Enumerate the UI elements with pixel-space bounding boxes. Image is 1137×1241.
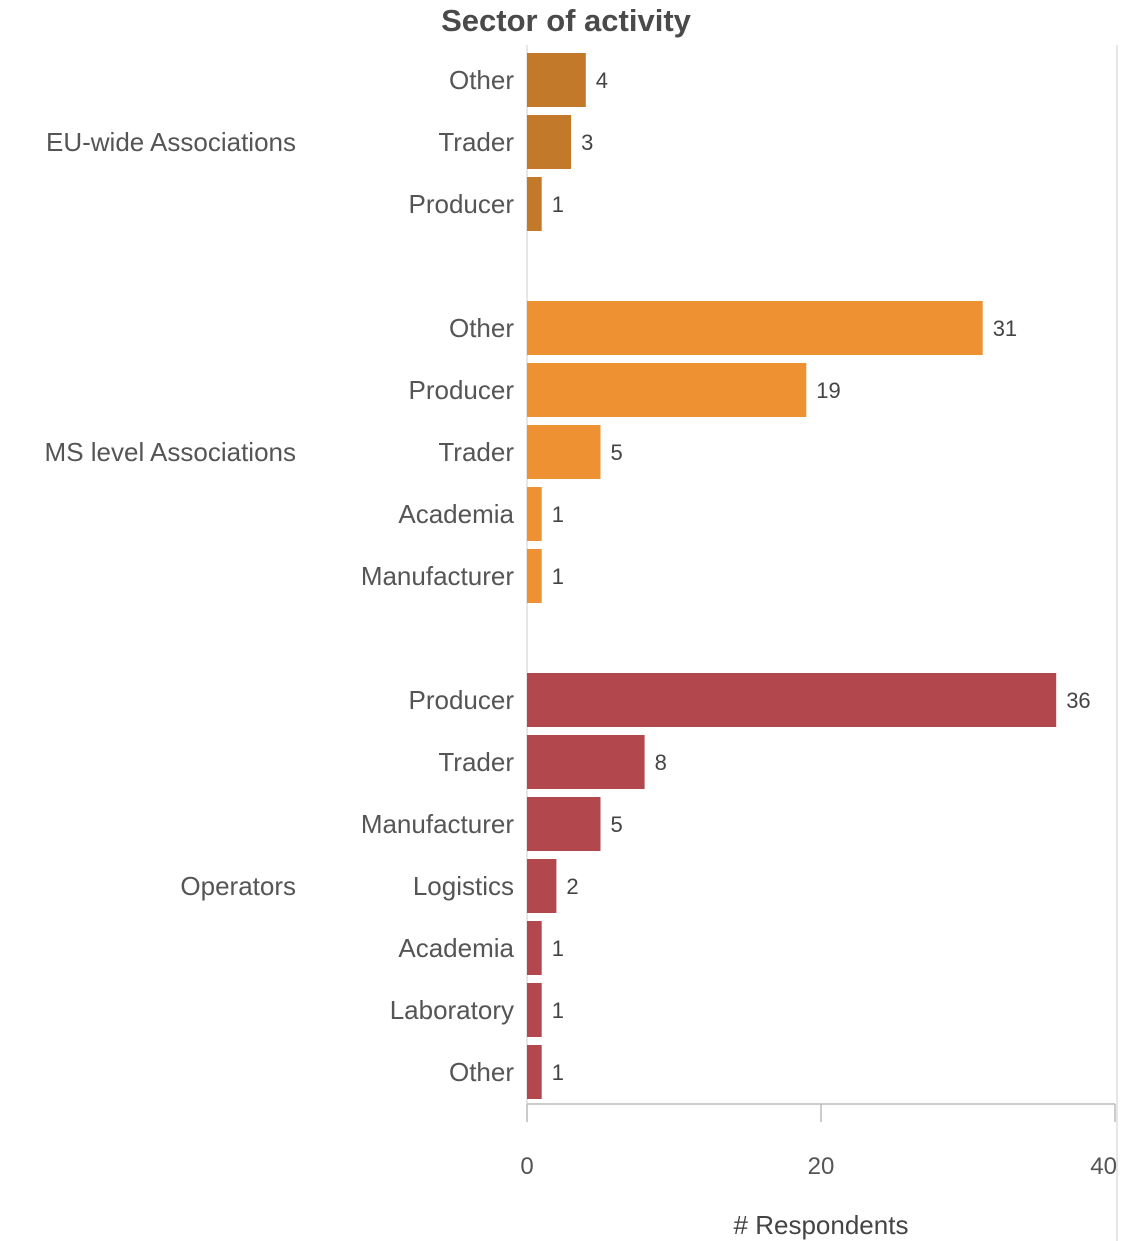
category-label: Trader: [438, 747, 514, 777]
x-tick-label: 20: [808, 1153, 835, 1180]
value-label: 31: [993, 316, 1017, 341]
group-label: MS level Associations: [45, 437, 296, 467]
bar: [527, 301, 983, 355]
value-label: 2: [566, 874, 578, 899]
value-label: 1: [552, 998, 564, 1023]
bar: [527, 983, 542, 1037]
value-label: 5: [611, 812, 623, 837]
group-label: Operators: [180, 871, 296, 901]
value-label: 1: [552, 564, 564, 589]
category-label: Manufacturer: [361, 809, 515, 839]
category-label: Producer: [409, 685, 515, 715]
bar: [527, 115, 572, 169]
value-label: 8: [655, 750, 667, 775]
value-label: 5: [611, 440, 623, 465]
value-label: 1: [552, 502, 564, 527]
category-label: Producer: [409, 375, 515, 405]
bar: [527, 425, 601, 479]
value-label: 4: [596, 68, 608, 93]
bar: [527, 673, 1057, 727]
category-label: Trader: [438, 437, 514, 467]
bar: [527, 363, 807, 417]
plot-area: Other 4 Trader 3 Producer 1 EU-wide Associatio…: [45, 45, 1118, 1241]
bar: [527, 735, 645, 789]
category-label: Trader: [438, 127, 514, 157]
value-label: 1: [552, 1060, 564, 1085]
value-label: 1: [552, 192, 564, 217]
bar: [527, 549, 542, 603]
category-label: Other: [449, 313, 514, 343]
category-label: Logistics: [413, 871, 514, 901]
category-label: Producer: [409, 189, 515, 219]
bar: [527, 1045, 542, 1099]
bar: [527, 797, 601, 851]
bar: [527, 487, 542, 541]
x-tick-label: 0: [520, 1153, 533, 1180]
value-label: 19: [816, 378, 840, 403]
value-label: 3: [581, 130, 593, 155]
group-label: EU-wide Associations: [46, 127, 296, 157]
category-label: Academia: [398, 499, 514, 529]
chart-title: Sector of activity: [441, 3, 692, 38]
category-label: Manufacturer: [361, 561, 515, 591]
value-label: 1: [552, 936, 564, 961]
value-label: 36: [1066, 688, 1090, 713]
bar: [527, 177, 542, 231]
bar: [527, 859, 557, 913]
category-label: Other: [449, 65, 514, 95]
x-tick-label: 40: [1090, 1153, 1117, 1180]
category-label: Other: [449, 1057, 514, 1087]
category-label: Academia: [398, 933, 514, 963]
category-label: Laboratory: [390, 995, 514, 1025]
x-axis-title: # Respondents: [734, 1210, 909, 1240]
bar: [527, 53, 586, 107]
bar: [527, 921, 542, 975]
